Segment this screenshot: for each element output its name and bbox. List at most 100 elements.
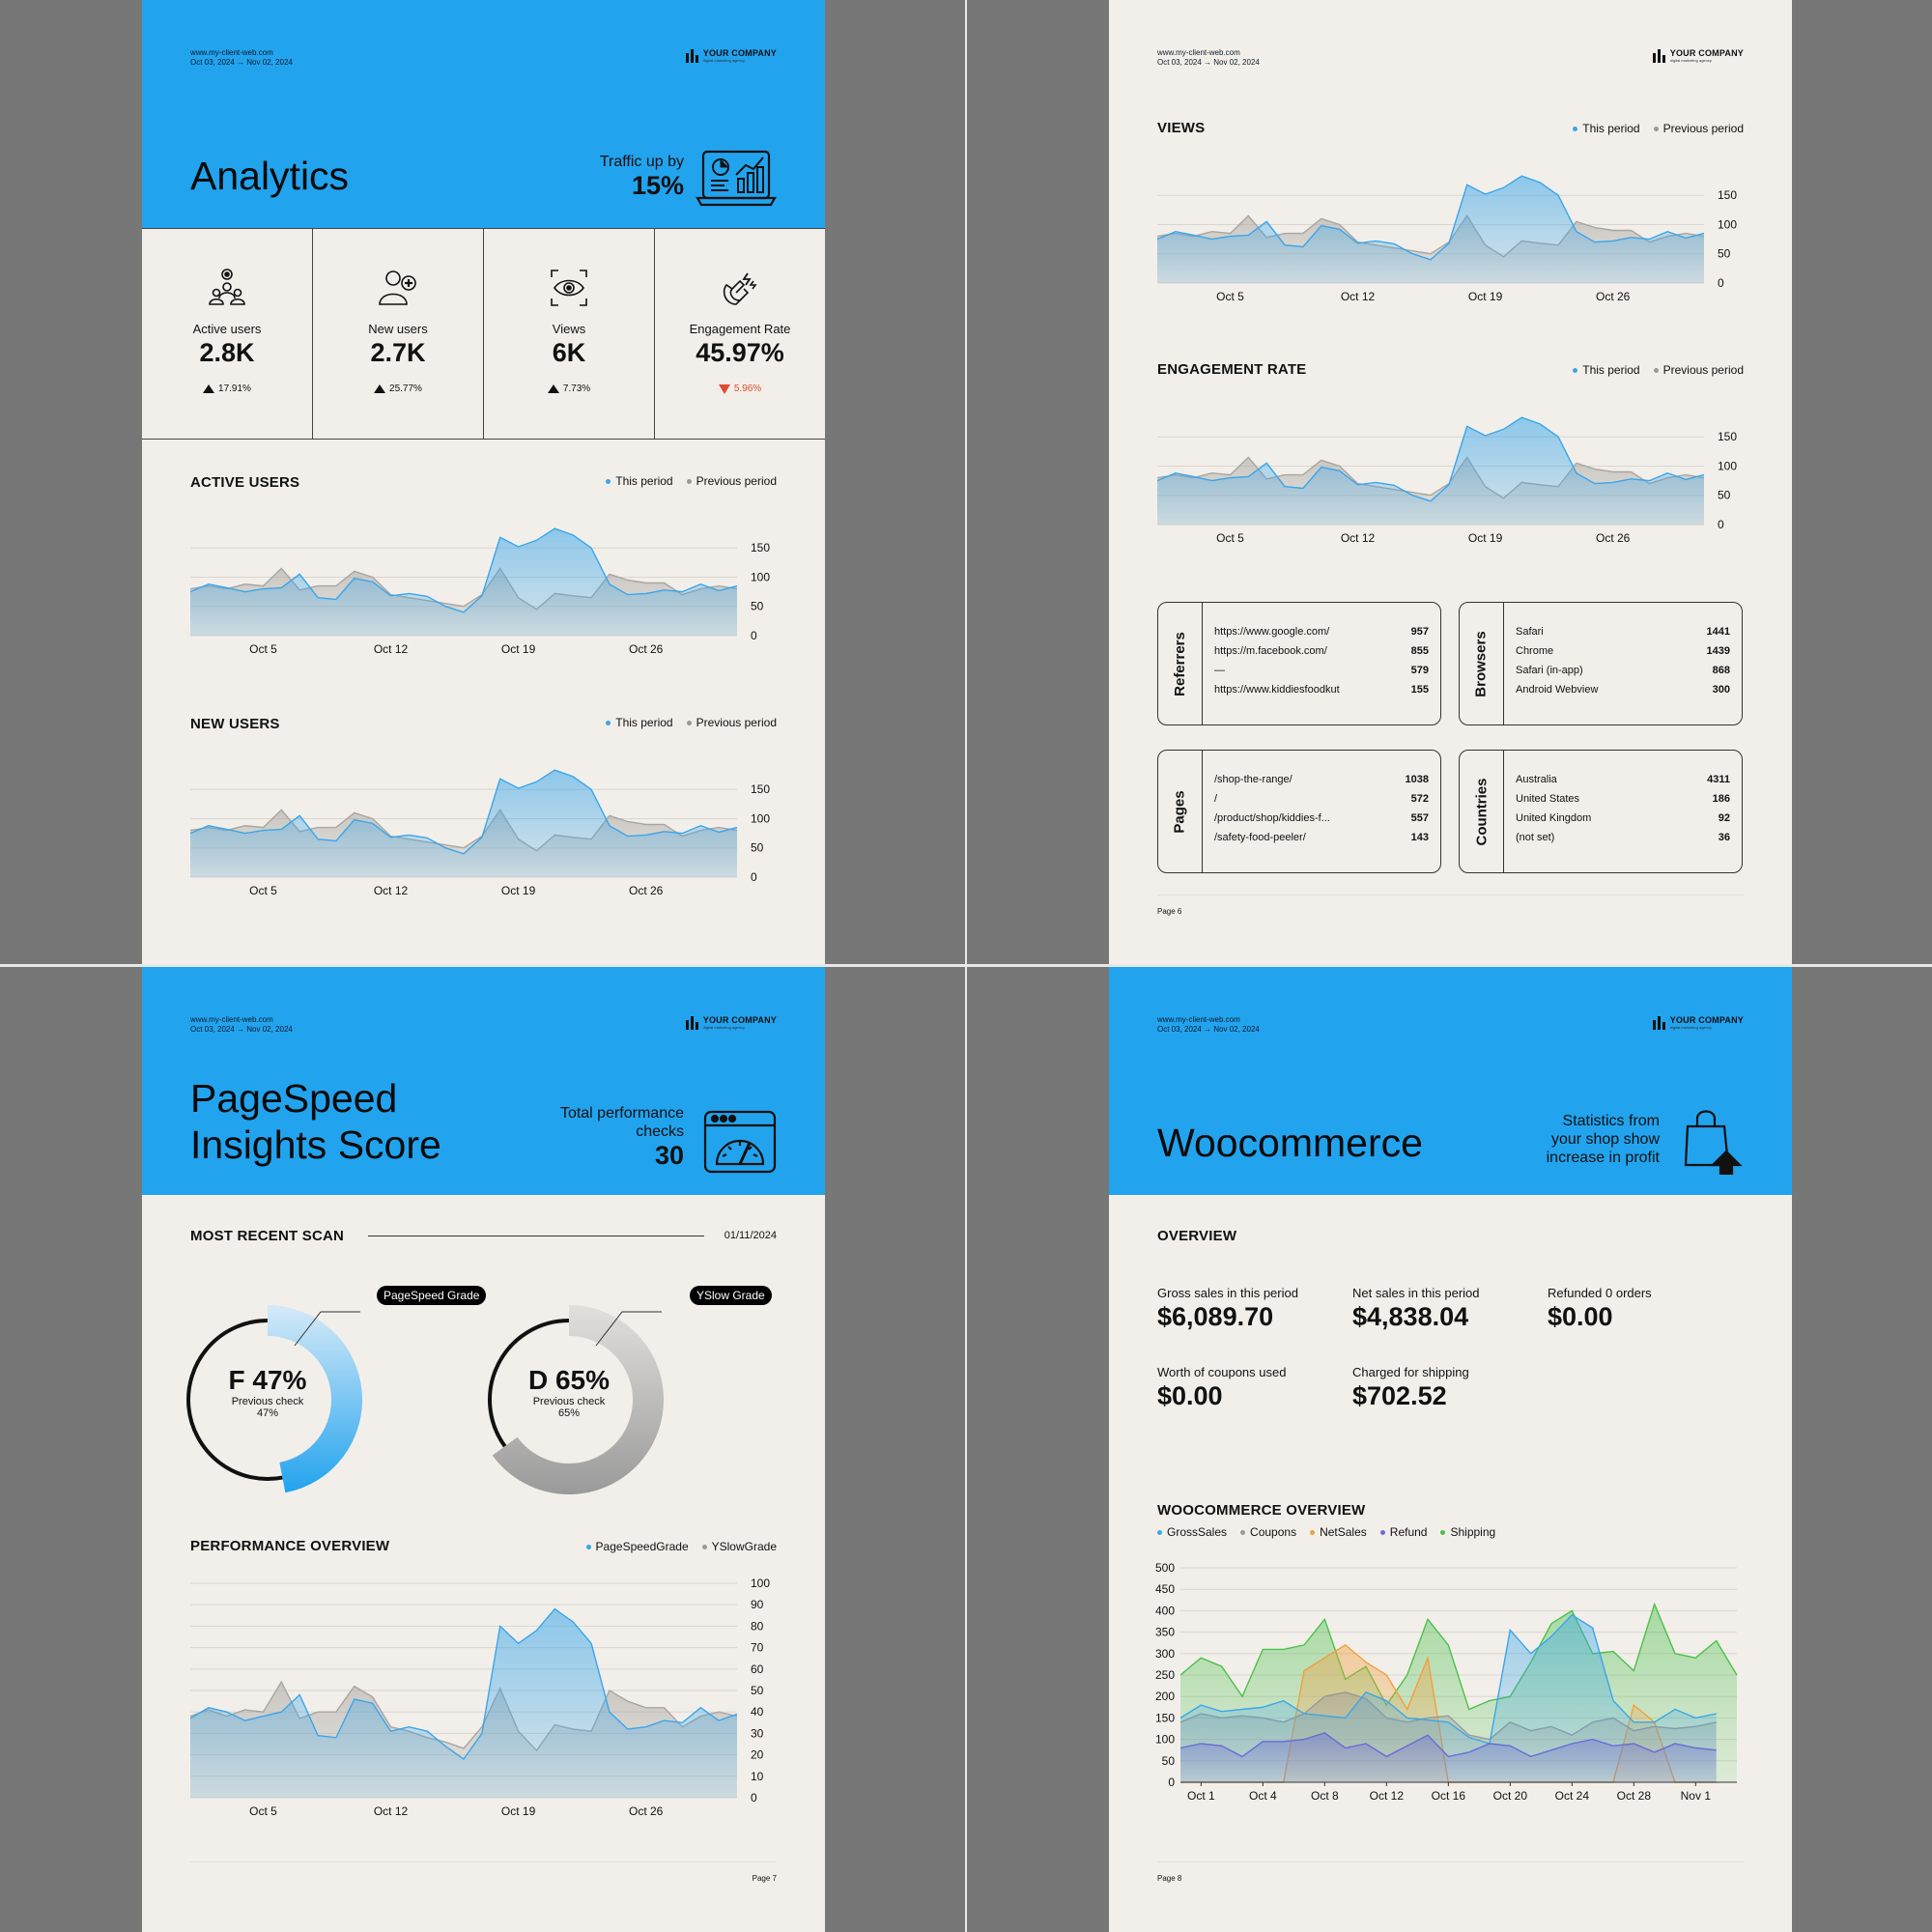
x-tick-label: Oct 5 (249, 884, 277, 897)
table-row: —579 (1214, 665, 1429, 676)
referrers-table: Referrers https://www.google.com/957 htt… (1157, 602, 1441, 725)
table-row: United States 186 (1516, 793, 1730, 805)
table-row: https://www.kiddiesfoodkut 155 (1214, 684, 1429, 696)
series-line-previous-period (190, 567, 738, 611)
y-tick-label: 500 (1155, 1561, 1175, 1575)
page-6: www.my-client-web.com Oct 03, 2024 → Nov… (1109, 0, 1792, 966)
table-side-label: Referrers (1158, 603, 1203, 724)
engagement-rate-title: ENGAGEMENT RATE (1157, 361, 1307, 378)
table-row: United Kingdom 92 (1516, 812, 1730, 824)
x-tick-label: Oct 19 (501, 1804, 536, 1818)
x-tick-label: Oct 8 (1311, 1789, 1339, 1803)
legend-previous-period: Previous period (1653, 122, 1744, 135)
legend-refund: Refund (1379, 1525, 1427, 1539)
x-tick-label: Oct 26 (629, 1804, 664, 1818)
cloud-up-icon (374, 384, 386, 393)
series-line-yslowgrade (190, 1680, 738, 1752)
shop-summary: Statistics from your shop show increase … (1547, 1112, 1660, 1167)
series-line-this-period (190, 769, 738, 855)
kpi-label: New users (368, 322, 428, 336)
y-tick-label: 100 (1155, 1733, 1175, 1747)
x-tick-label: Oct 12 (1341, 531, 1376, 545)
browsers-table: Browsers Safari 1441 Chrome 1439 Safari (i… (1459, 602, 1743, 725)
active-users-title: ACTIVE USERS (190, 474, 300, 491)
yslow-score: D 65% Previous check 65% (511, 1365, 627, 1419)
y-tick-label: 20 (751, 1748, 764, 1762)
x-tick-label: Oct 12 (1370, 1789, 1405, 1803)
page-title-line-1: PageSpeed (190, 1076, 398, 1121)
kpi-change-value: 25.77% (389, 384, 422, 394)
site-url: www.my-client-web.com (1157, 48, 1240, 57)
most-recent-scan-title: MOST RECENT SCAN (190, 1228, 345, 1244)
series-line-refund (1179, 1732, 1717, 1758)
kpi-value: 6K (552, 338, 586, 367)
y-tick-label: 50 (1162, 1754, 1176, 1768)
logo-tagline: digital marketing agency (702, 58, 745, 63)
x-tick-label: Oct 26 (1596, 290, 1631, 303)
x-tick-label: Oct 26 (629, 884, 664, 897)
x-tick-label: Oct 19 (501, 884, 536, 897)
logo-tagline: digital marketing agency (1669, 1025, 1712, 1030)
x-tick-label: Oct 5 (249, 1804, 277, 1818)
performance-overview-title: PERFORMANCE OVERVIEW (190, 1538, 390, 1554)
logo-bars-icon (685, 48, 698, 63)
stat-label: Refunded 0 orders (1548, 1286, 1652, 1300)
cloud-up-icon (203, 384, 215, 393)
page-title: PageSpeed Insights Score (190, 1075, 441, 1169)
page-pagespeed: www.my-client-web.com Oct 03, 2024 → Nov… (142, 967, 825, 1932)
y-tick-label: 90 (751, 1598, 764, 1611)
legend-coupons: Coupons (1240, 1525, 1296, 1539)
stat-label: Charged for shipping (1352, 1365, 1469, 1379)
kpi-change-value: 17.91% (218, 384, 251, 394)
y-tick-label: 0 (751, 870, 757, 884)
x-tick-label: Oct 5 (1216, 290, 1244, 303)
date-range: Oct 03, 2024 → Nov 02, 2024 (1157, 58, 1260, 67)
table-row: Safari 1441 (1516, 626, 1730, 638)
series-line-this-period (1157, 175, 1705, 261)
kpi-change-value: 5.96% (733, 384, 762, 394)
active-users-legend: This period Previous period (606, 474, 777, 488)
yslow-grade-badge: YSlow Grade (690, 1286, 772, 1305)
gauge-value-arc (492, 1305, 664, 1494)
series-area-this-period (190, 528, 737, 636)
kpi-new-users: New users 2.7K 25.77% (313, 229, 484, 439)
site-url: www.my-client-web.com (190, 48, 273, 57)
x-tick-label: Oct 26 (629, 642, 664, 656)
grade-value: D 65% (527, 1365, 611, 1395)
y-tick-label: 100 (751, 570, 770, 583)
y-tick-label: 350 (1155, 1626, 1175, 1639)
y-tick-label: 100 (751, 1577, 770, 1590)
x-tick-label: Oct 12 (1341, 290, 1376, 303)
logo-bars-icon (685, 1015, 698, 1030)
x-tick-label: Oct 20 (1493, 1789, 1528, 1803)
views-title: VIEWS (1157, 120, 1206, 136)
table-body: https://www.google.com/957 https://m.fac… (1203, 603, 1440, 724)
y-tick-label: 400 (1155, 1604, 1175, 1617)
coupons-stat: Worth of coupons used $0.00 (1157, 1365, 1286, 1411)
y-tick-label: 300 (1155, 1647, 1175, 1661)
logo-tagline: digital marketing agency (1669, 58, 1712, 63)
stat-value: $702.52 (1352, 1381, 1447, 1410)
logo-name: YOUR COMPANY (1669, 48, 1744, 58)
overview-title: OVERVIEW (1157, 1228, 1237, 1244)
date-range: Oct 03, 2024 → Nov 02, 2024 (1157, 1025, 1260, 1034)
table-row: /572 (1214, 793, 1429, 805)
legend-previous-period: Previous period (1653, 363, 1744, 377)
traffic-value: 15% (631, 171, 684, 200)
magnet-icon (723, 272, 757, 305)
users-group-icon (209, 269, 245, 305)
previous-check-value: 47% (256, 1407, 279, 1419)
y-tick-label: 100 (1718, 459, 1737, 472)
series-line-this-period (1157, 416, 1705, 502)
y-tick-label: 100 (751, 811, 770, 825)
report-meta: www.my-client-web.com Oct 03, 2024 → Nov… (1157, 48, 1260, 68)
x-tick-label: Oct 16 (1432, 1789, 1466, 1803)
x-tick-label: Oct 24 (1555, 1789, 1590, 1803)
y-tick-label: 150 (1718, 188, 1737, 202)
page-number: Page 6 (1157, 907, 1182, 916)
previous-check-label: Previous check (231, 1396, 304, 1407)
page-title-line-2: Insights Score (190, 1122, 441, 1168)
x-tick-label: Oct 4 (1249, 1789, 1277, 1803)
grade-value: F 47% (228, 1365, 307, 1395)
footer-divider (190, 1861, 777, 1862)
